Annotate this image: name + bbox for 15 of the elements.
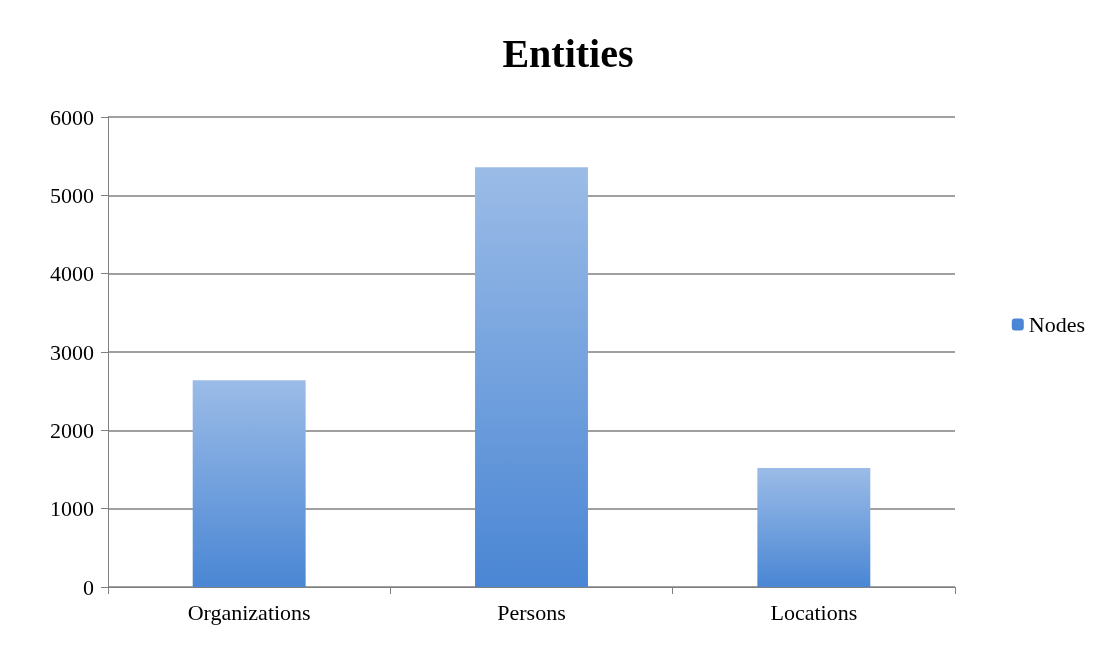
y-tick-label: 3000 <box>50 339 94 365</box>
y-tick-label: 0 <box>83 574 94 600</box>
x-tick-label: Locations <box>770 599 858 625</box>
y-tick-label: 4000 <box>50 261 94 287</box>
x-tick-label: Organizations <box>187 599 311 625</box>
legend-label: Nodes <box>1028 312 1085 337</box>
chart-title: Entities <box>502 30 634 76</box>
y-tick-label: 6000 <box>50 104 94 130</box>
y-tick-label: 5000 <box>50 182 94 208</box>
bar <box>192 380 306 587</box>
bar <box>475 167 588 587</box>
bar <box>757 467 871 587</box>
x-tick-label: Persons <box>497 599 566 625</box>
y-tick-label: 2000 <box>50 417 94 443</box>
y-tick-label: 1000 <box>50 496 94 522</box>
